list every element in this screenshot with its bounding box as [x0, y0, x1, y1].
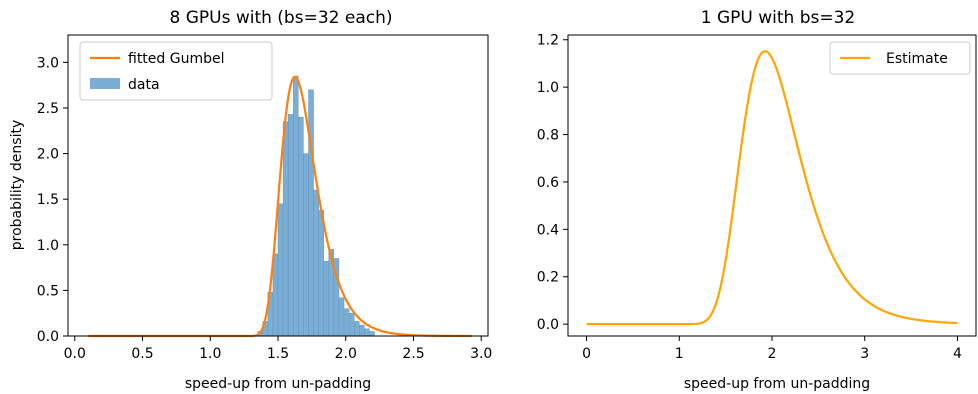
- x-tick-label: 3: [860, 346, 869, 362]
- histogram-bar: [348, 312, 355, 337]
- right-x-ticks: 0 1 2 3 4: [582, 336, 962, 362]
- right-y-ticks: 0.0 0.2 0.4 0.6 0.8 1.0 1.2: [537, 33, 568, 333]
- right-chart-title: 1 GPU with bs=32: [701, 8, 856, 28]
- x-tick-label: 0.0: [64, 346, 86, 362]
- left-y-axis-label: probability density: [9, 120, 25, 250]
- right-plot-frame: [567, 34, 977, 337]
- right-chart: 1 GPU with bs=32 0 1 2 3 4 0.0 0.2 0.4 0.6 0.8 1.…: [537, 8, 977, 392]
- y-tick-label: 0.2: [537, 270, 559, 286]
- left-y-ticks: 0.0 0.5 1.0 1.5 2.0 2.5 3.0: [37, 55, 68, 345]
- x-tick-label: 0: [582, 346, 591, 362]
- y-tick-label: 1.0: [37, 238, 59, 254]
- histogram-bar: [354, 321, 360, 337]
- left-legend: fitted Gumbel data: [79, 41, 273, 101]
- histogram-bar: [282, 121, 289, 337]
- legend-estimate-label: Estimate: [886, 51, 948, 67]
- y-tick-label: 0.5: [37, 283, 59, 299]
- histogram-bar: [298, 116, 304, 337]
- right-legend: Estimate: [829, 41, 971, 75]
- y-tick-label: 0.0: [537, 317, 559, 333]
- x-tick-label: 0.5: [131, 346, 153, 362]
- right-estimate-line: [586, 50, 958, 326]
- y-tick-label: 1.2: [537, 33, 559, 49]
- y-tick-label: 1.0: [537, 80, 559, 96]
- x-tick-label: 2: [768, 346, 777, 362]
- y-tick-label: 1.5: [37, 192, 59, 208]
- histogram-bar: [369, 331, 375, 337]
- left-chart: 8 GPUs with (bs=32 each) 0.0 0.5 1.0 1.5 2.0…: [9, 8, 492, 392]
- histogram-bar: [359, 324, 365, 337]
- y-tick-label: 3.0: [37, 55, 59, 71]
- y-tick-label: 0.0: [37, 329, 59, 345]
- y-tick-label: 2.5: [37, 101, 59, 117]
- right-legend-box: [829, 41, 971, 75]
- left-plot-frame: [67, 34, 489, 337]
- histogram-bar: [343, 308, 350, 337]
- histogram-bar: [323, 261, 330, 337]
- y-tick-label: 0.8: [537, 128, 559, 144]
- y-tick-label: 2.0: [37, 147, 59, 163]
- right-x-axis-label: speed-up from un-padding: [684, 376, 870, 392]
- histogram-bar: [272, 253, 279, 337]
- histogram-bar: [318, 209, 324, 337]
- right-plot-area: [568, 35, 976, 336]
- left-x-ticks: 0.0 0.5 1.0 1.5 2.0 2.5 3.0: [64, 336, 492, 362]
- x-tick-label: 1.0: [199, 346, 221, 362]
- histogram-bar: [293, 75, 299, 337]
- histogram-bar: [277, 203, 284, 337]
- histogram-bar: [303, 153, 309, 337]
- histogram-bar: [364, 328, 370, 337]
- x-tick-label: 4: [953, 346, 962, 362]
- left-chart-title: 8 GPUs with (bs=32 each): [169, 8, 392, 28]
- x-tick-label: 2.0: [335, 346, 357, 362]
- left-x-axis-label: speed-up from un-padding: [185, 376, 371, 392]
- x-tick-label: 2.5: [402, 346, 424, 362]
- legend-data-label: data: [128, 77, 160, 93]
- legend-fitted-gumbel-label: fitted Gumbel: [128, 51, 225, 67]
- histogram-bar: [308, 89, 314, 337]
- x-tick-label: 1.5: [267, 346, 289, 362]
- histogram-bar: [313, 189, 319, 337]
- x-tick-label: 3.0: [470, 346, 492, 362]
- histogram-bar: [338, 297, 345, 337]
- y-tick-label: 0.4: [537, 222, 559, 238]
- histogram-bar: [287, 114, 294, 337]
- left-legend-box: [79, 41, 273, 101]
- y-tick-label: 0.6: [537, 175, 559, 191]
- legend-data-patch: [90, 78, 120, 89]
- x-tick-label: 1: [675, 346, 684, 362]
